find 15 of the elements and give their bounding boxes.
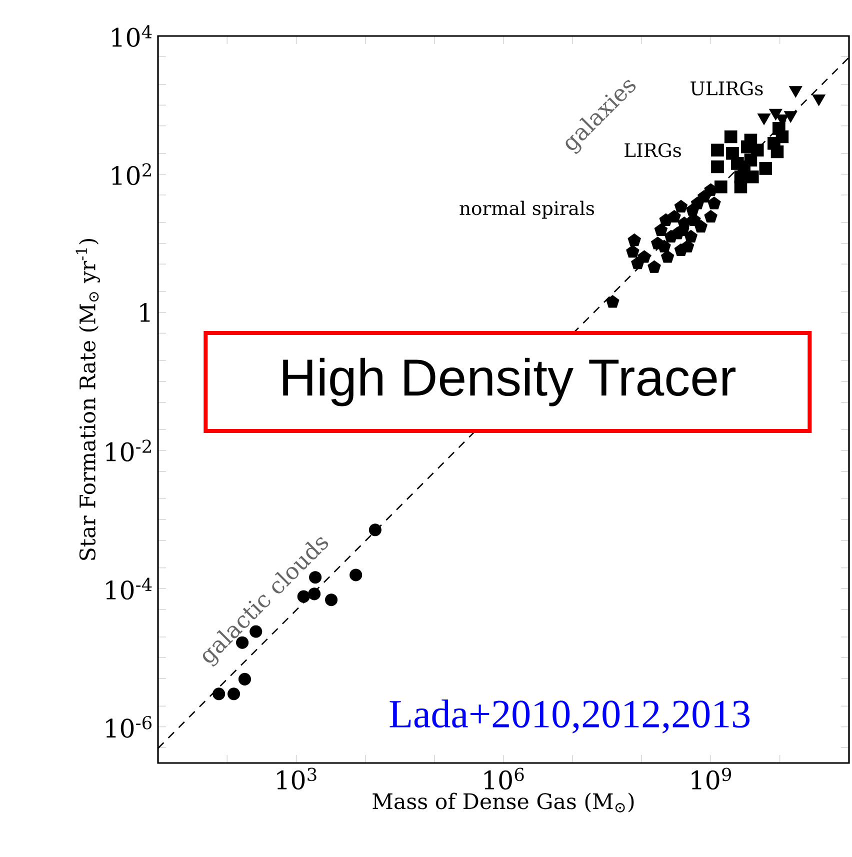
y-tick-label: 10$^{-4}$ [106,578,152,600]
y-tick-label: 1 [140,302,150,322]
annotation: normal spirals [460,200,594,219]
y-tick-label: 10$^{4}$ [112,25,152,47]
y-tick-label: 10$^{2}$ [112,163,151,186]
annotation: Lada+2010,2012,2013 [390,700,750,734]
y-axis-title: Star Formation Rate (M$_{⊙}$ yr$^{-1}$) [76,238,100,560]
annotation: High Density Tracer [283,358,736,406]
annotation: ULIRGs [690,81,763,96]
y-tick-label: 10$^{-2}$ [106,440,151,462]
x-tick-label: 10$^{3}$ [277,768,316,790]
x-tick-label: 10$^{9}$ [692,768,732,790]
x-tick-label: 10$^{6}$ [484,768,524,790]
y-tick-label: 10$^{-6}$ [106,716,152,738]
x-axis-title: Mass of Dense Gas (M$_{⊙}$) [372,792,634,812]
